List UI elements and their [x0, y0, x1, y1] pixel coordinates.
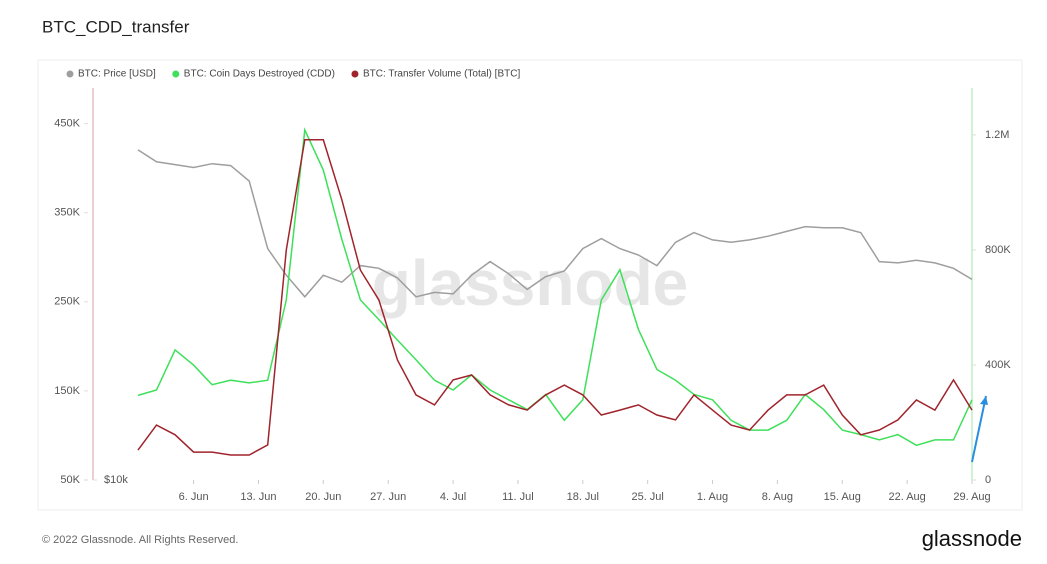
footer: © 2022 Glassnode. All Rights Reserved. — [42, 534, 238, 546]
logo: glassnode — [922, 526, 1022, 551]
x-tick-label: 8. Aug — [762, 491, 793, 503]
legend-marker — [172, 70, 180, 78]
x-tick-label: 25. Jul — [631, 491, 663, 503]
x-tick-label: 13. Jun — [240, 491, 276, 503]
y2ticks-tick-label: 0 — [985, 474, 991, 486]
arrow-annotation — [971, 395, 987, 463]
x-tick-label: 22. Aug — [888, 491, 925, 503]
yticks-tick-label: 250K — [54, 296, 80, 308]
yticks-tick-label: 350K — [54, 207, 80, 219]
watermark: glassnode — [372, 247, 689, 319]
yticks-tick-label: 50K — [60, 474, 80, 486]
y2ticks-tick-label: 1.2M — [985, 129, 1009, 141]
yticks-tick-label: 150K — [54, 385, 80, 397]
y2ticks-tick-label: 800K — [985, 244, 1011, 256]
x-tick-label: 27. Jun — [370, 491, 406, 503]
series-line — [137, 149, 973, 298]
y2ticks-tick-label: 400K — [985, 359, 1011, 371]
legend-label: BTC: Transfer Volume (Total) [BTC] — [363, 69, 520, 80]
x-tick-label: 18. Jul — [567, 491, 599, 503]
yticks-tick-label: 450K — [54, 118, 80, 130]
x-tick-label: 15. Aug — [824, 491, 861, 503]
legend-marker — [351, 70, 359, 78]
legend-label: BTC: Coin Days Destroyed (CDD) — [184, 69, 335, 80]
chart-title: BTC_CDD_transfer — [42, 17, 190, 36]
x-tick-label: 6. Jun — [179, 491, 209, 503]
series-line — [137, 139, 973, 456]
legend-label: BTC: Price [USD] — [78, 69, 156, 80]
x-tick-label: 11. Jul — [502, 491, 534, 503]
x-tick-label: 20. Jun — [305, 491, 341, 503]
x-tick-label: 1. Aug — [697, 491, 728, 503]
legend-marker — [66, 70, 74, 78]
x-tick-label: 4. Jul — [440, 491, 466, 503]
y3ticks-tick-label: $10k — [104, 474, 128, 486]
chart-card — [37, 59, 1023, 511]
arrow-head — [980, 396, 988, 405]
x-tick-label: 29. Aug — [953, 491, 990, 503]
